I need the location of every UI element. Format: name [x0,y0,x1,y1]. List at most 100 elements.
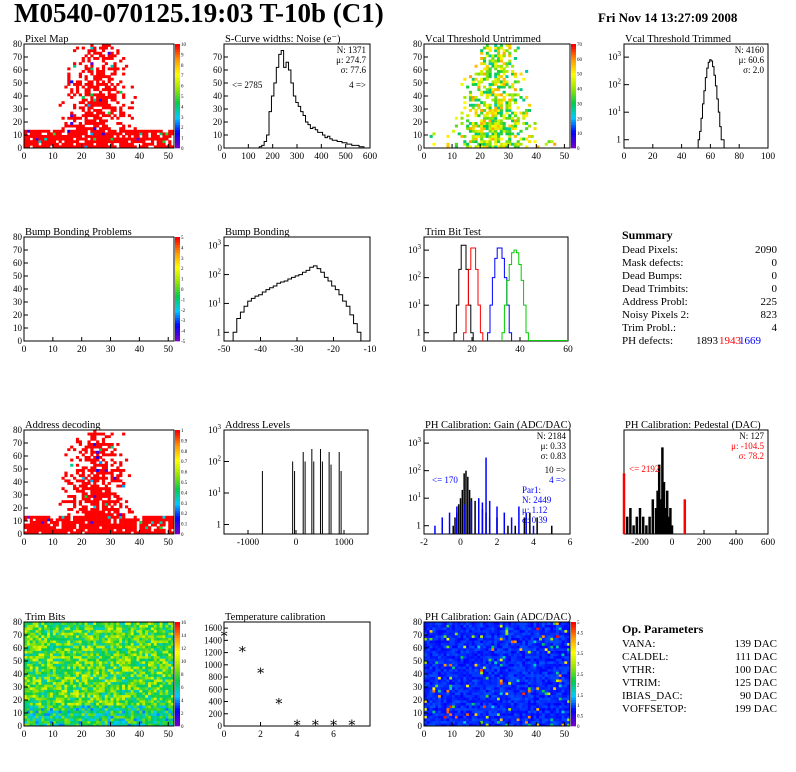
y-tick-label: 70 [213,52,223,62]
y-tick-label: 20 [13,310,23,320]
heatmap-cell [124,715,129,719]
heatmap-cell [119,513,123,517]
heatmap-cell [471,96,475,99]
heatmap-cell [104,145,108,149]
heatmap-cell [93,521,97,524]
heatmap-cell [440,689,444,693]
heatmap-cell [35,684,39,688]
heatmap-cell [113,661,117,664]
heatmap-cell [432,663,436,667]
heatmap-cell [87,671,91,675]
heatmap-cell [44,684,48,688]
heatmap-cell [145,526,149,530]
heatmap-cell [70,528,74,532]
heatmap-cell [61,668,65,672]
heatmap-cell [171,145,175,149]
heatmap-cell [426,629,430,633]
overflow-label: 4 => [349,80,366,90]
heatmap-cell [96,96,100,99]
heatmap-cell [90,101,94,105]
heatmap-cell [522,114,526,118]
heatmap-cell [153,663,157,667]
heatmap-cell [127,723,132,727]
heatmap-cell [124,700,129,703]
heatmap-cell [508,132,512,136]
heatmap-cell [499,64,503,68]
heatmap-cell [81,59,85,63]
heatmap-cell [150,629,155,633]
heatmap-cell [116,508,120,511]
color-scale-segment [175,289,180,292]
heatmap-cell [90,684,94,688]
heatmap-cell [136,627,140,631]
stats-entry: σ: 2.0 [743,65,764,75]
color-scale-segment [175,296,180,300]
heatmap-cell [488,46,492,50]
heatmap-cell [485,64,489,68]
heatmap-cell [29,135,33,138]
heatmap-cell [156,650,160,654]
heatmap-cell [113,70,117,73]
heatmap-cell [64,689,68,693]
color-scale-segment [175,49,180,53]
heatmap-cell [122,622,126,625]
heatmap-cell [133,531,137,535]
heatmap-cell [443,655,447,659]
heatmap-cell [75,697,80,701]
heatmap-cell [513,49,517,53]
heatmap-cell [156,718,160,722]
heatmap-cell [87,531,91,535]
heatmap-cell [494,46,498,50]
heatmap-cell [488,75,492,79]
heatmap-cell [101,526,106,530]
heatmap-cell [99,518,103,522]
heatmap-cell [435,671,439,675]
heatmap-cell [87,629,91,633]
x-tick-label: 40 [135,345,145,355]
heatmap-cell [44,718,48,722]
color-scale-segment [175,317,180,321]
heatmap-cell [153,653,157,657]
heatmap-cell [84,497,88,501]
heatmap-cell [168,642,172,646]
heatmap-cell [90,629,94,633]
heatmap-cell [87,697,91,701]
heatmap-cell [110,710,114,714]
heatmap-cell [110,67,114,71]
heatmap-cell [32,655,36,659]
heatmap-cell [24,718,28,722]
heatmap-cell [104,495,108,498]
chart-title: Pixel Map [25,34,68,45]
heatmap-cell [130,653,134,657]
heatmap-cell [67,129,71,133]
color-scale-segment [175,276,180,279]
heatmap-cell [58,622,62,625]
heatmap-cell [525,114,529,118]
heatmap-cell [84,705,88,709]
heatmap-cell [47,666,51,670]
heatmap-cell [44,629,48,633]
heatmap-cell [165,689,169,693]
heatmap-cell [99,666,103,670]
heatmap-cell [165,132,169,136]
heatmap-cell [47,674,51,677]
heatmap-cell [513,98,517,102]
heatmap-cell [497,103,501,107]
heatmap-cell [101,145,106,149]
heatmap-cell [435,681,439,685]
heatmap-cell [110,479,114,483]
heatmap-cell [96,713,100,716]
heatmap-cell [145,702,149,706]
heatmap-cell [64,697,68,701]
heatmap-cell [502,96,506,99]
heatmap-cell [81,127,85,131]
heatmap-cell [35,653,39,657]
heatmap-cell [494,145,498,149]
heatmap-cell [426,663,430,667]
heatmap-cell [171,635,175,638]
heatmap-cell [474,132,478,136]
heatmap-cell [136,645,140,649]
heatmap-cell [119,645,123,649]
heatmap-cell [61,658,65,662]
heatmap-cell [159,692,163,696]
